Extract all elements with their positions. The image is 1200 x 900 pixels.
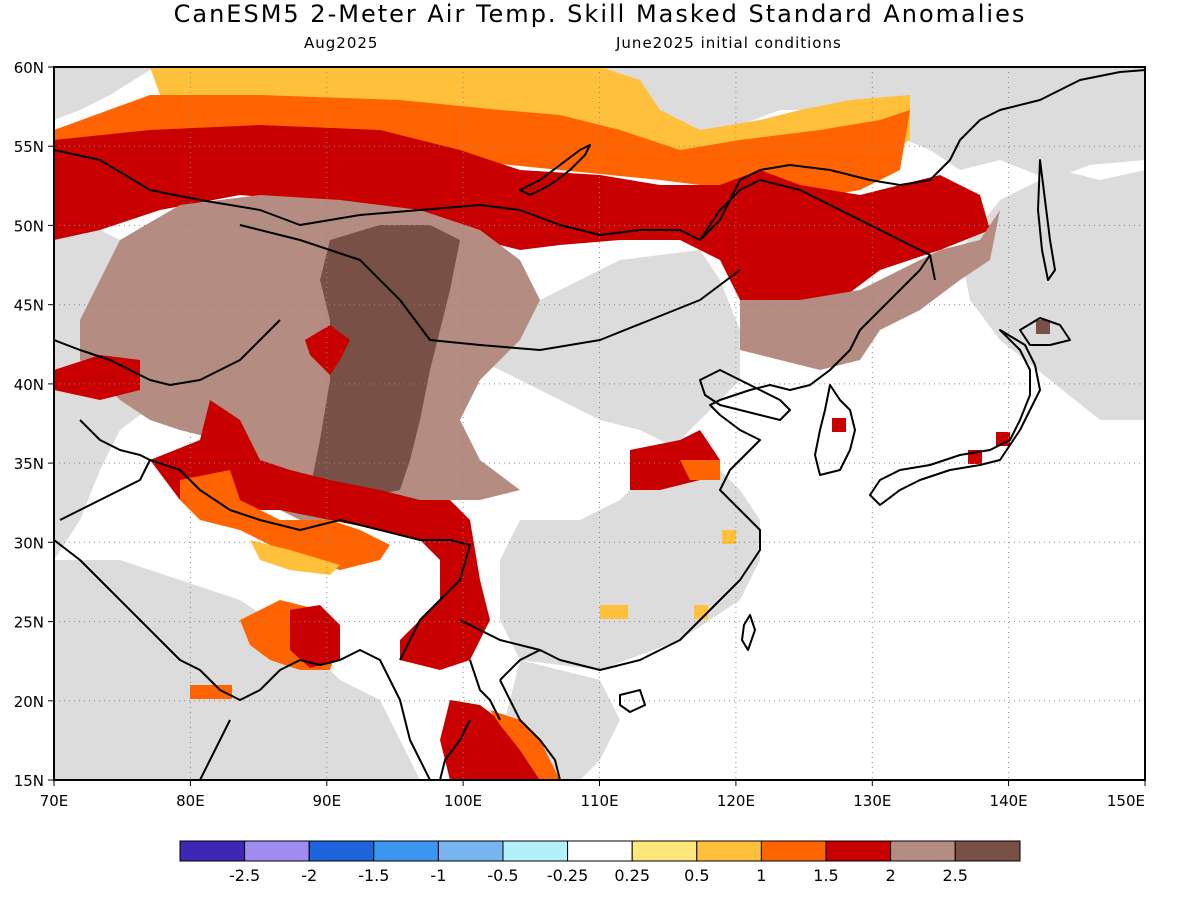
colorbar: -2.5 -2 -1.5 -1 -0.5 -0.25 0.25 0.5 1 1.…	[179, 840, 1021, 885]
coastline-korea	[814, 384, 856, 476]
border-china-southeast-asia	[459, 619, 541, 721]
colorbar-swatch	[825, 840, 892, 862]
colorbar-swatch	[567, 840, 633, 862]
colorbar-label: 0.5	[684, 866, 709, 885]
colorbar-swatch	[890, 840, 956, 862]
colorbar-label: -1.5	[358, 866, 389, 885]
colorbar-swatch	[373, 840, 439, 862]
lon-tick-label: 70E	[40, 792, 69, 810]
colorbar-label: -0.5	[487, 866, 518, 885]
anomaly-cell-south-china	[600, 605, 628, 619]
colorbar-swatch	[954, 840, 1021, 862]
graticule	[54, 67, 1145, 780]
lat-tick-label: 40N	[14, 376, 44, 394]
border-himalaya	[149, 459, 471, 661]
anomaly-over-2.5-mongolia	[310, 225, 460, 500]
coastline-hokkaido	[1019, 317, 1071, 346]
coastline-bohai	[699, 369, 791, 421]
anomaly-1-1.5-north	[54, 95, 910, 200]
masked-region-central	[440, 250, 760, 670]
anomaly-0.5-1-himalaya	[250, 540, 340, 575]
lon-tick-label: 80E	[176, 792, 205, 810]
colorbar-swatch	[437, 840, 504, 862]
border-central-asia	[54, 319, 281, 386]
lat-tick-label: 20N	[14, 693, 44, 711]
border-kashmir	[59, 419, 151, 521]
border-russia	[54, 149, 936, 281]
anomaly-2-2.5-manchuria	[740, 210, 1000, 370]
coastline-taiwan	[741, 614, 756, 651]
colorbar-swatch	[308, 840, 375, 862]
masked-region-north	[54, 67, 1145, 180]
colorbar-label: 2.5	[942, 866, 967, 885]
coastline-indochina	[439, 679, 561, 780]
colorbar-swatch	[696, 840, 762, 862]
coastline-south-asia	[54, 539, 431, 780]
anomaly-cell-korea	[832, 418, 846, 432]
colorbar-label: -2	[301, 866, 317, 885]
lat-tick-label: 45N	[14, 297, 44, 315]
colorbar-swatch	[179, 840, 246, 862]
colorbar-label: -2.5	[229, 866, 260, 885]
colorbar-swatch	[244, 840, 310, 862]
lat-tick-label: 50N	[14, 217, 44, 235]
border-china-mongolia	[239, 224, 741, 351]
coastline-east-asia	[499, 69, 1145, 681]
lon-tick-label: 100E	[444, 792, 482, 810]
lat-tick-label: 60N	[14, 59, 44, 77]
colorbar-label: 0.25	[614, 866, 650, 885]
lon-tick-label: 90E	[313, 792, 342, 810]
valid-month: Aug2025	[304, 34, 379, 52]
anomaly-1.5-2-bengal	[290, 605, 340, 668]
anomaly-cell-fujian	[694, 605, 708, 619]
colorbar-label: 2	[886, 866, 896, 885]
lat-tick-label: 25N	[14, 614, 44, 632]
colorbar-label: -0.25	[547, 866, 588, 885]
lat-tick-label: 35N	[14, 455, 44, 473]
colorbar-swatch	[760, 840, 827, 862]
coastline-japan	[869, 329, 1041, 506]
anomaly-1-1.5-himalaya	[180, 470, 390, 570]
masked-region-south	[54, 560, 420, 780]
anomaly-cell-hokkaido	[1036, 320, 1050, 334]
lake-baikal	[519, 144, 591, 196]
initial-conditions: June2025 initial conditions	[616, 34, 842, 52]
lon-tick-label: 120E	[717, 792, 755, 810]
anomaly-1.5-2-indochina	[440, 700, 540, 780]
lon-tick-label: 140E	[990, 792, 1028, 810]
lon-tick-label: 110E	[580, 792, 618, 810]
anomaly-1-1.5-indochina	[490, 710, 560, 780]
coastlines	[54, 69, 1145, 780]
anomaly-1-1.5-east-china	[680, 460, 720, 480]
lat-axis: 15N 20N 25N 30N 35N 40N 45N 50N 55N 60N	[14, 59, 54, 790]
lon-tick-label: 150E	[1107, 792, 1145, 810]
anomaly-1.5-2-west	[54, 355, 140, 400]
lon-axis: 70E 80E 90E 100E 110E 120E 130E 140E 150…	[40, 780, 1146, 810]
lon-tick-label: 130E	[853, 792, 891, 810]
map-fields	[54, 67, 1145, 780]
anomaly-1.5-2-himalaya	[150, 400, 490, 670]
masked-region-northeast	[960, 170, 1145, 420]
anomaly-cell-india	[190, 685, 232, 699]
colorbar-swatch	[631, 840, 698, 862]
colorbar-label: 1	[756, 866, 766, 885]
lat-tick-label: 30N	[14, 534, 44, 552]
lat-tick-label: 55N	[14, 138, 44, 156]
colorbar-label: -1	[430, 866, 446, 885]
map-title: CanESM5 2-Meter Air Temp. Skill Masked S…	[173, 0, 1027, 28]
anomaly-1.5-2-altai	[305, 325, 350, 375]
colorbar-swatch	[502, 840, 569, 862]
colorbar-label: 1.5	[813, 866, 838, 885]
lat-tick-label: 15N	[14, 772, 44, 790]
anomaly-cell-shanghai	[722, 530, 736, 544]
coastline-hainan	[619, 689, 646, 713]
anomaly-fields	[54, 67, 1050, 780]
coastline-sakhalin	[1037, 159, 1056, 281]
anomaly-1.5-2-north	[54, 125, 990, 300]
